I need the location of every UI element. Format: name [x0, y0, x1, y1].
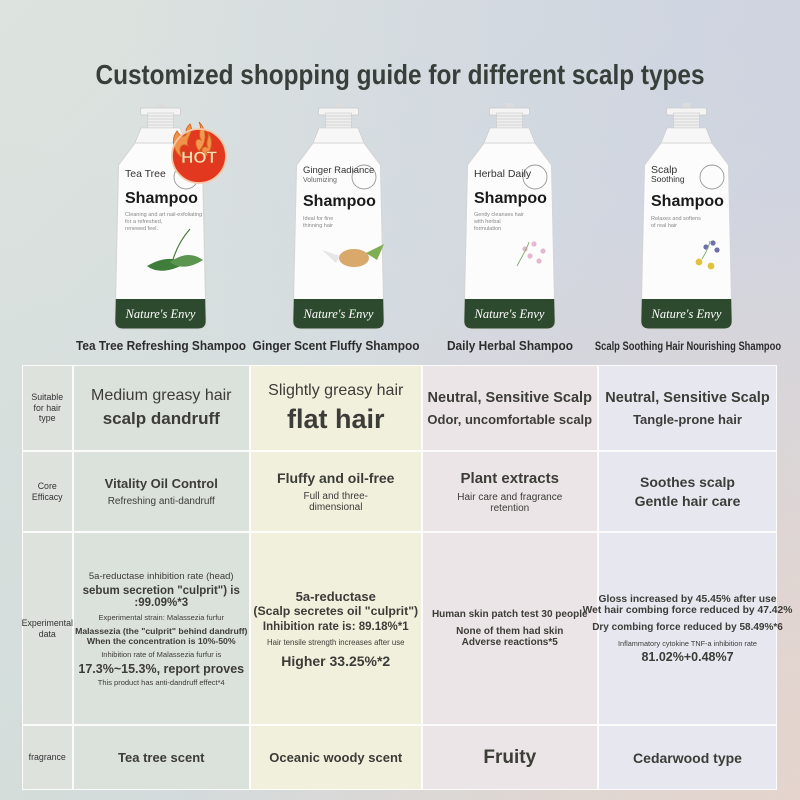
- svg-text:Ginger Radiance: Ginger Radiance: [303, 165, 374, 176]
- svg-text:Ideal for fine: Ideal for fine: [303, 216, 333, 222]
- svg-text:Soothing: Soothing: [651, 174, 685, 184]
- svg-text:Volumizing: Volumizing: [303, 177, 337, 184]
- svg-text:Shampoo: Shampoo: [303, 193, 376, 210]
- svg-text:formulation: formulation: [474, 226, 501, 232]
- svg-text:renewed feel.: renewed feel.: [125, 226, 158, 232]
- svg-text:Shampoo: Shampoo: [474, 190, 547, 207]
- svg-text:of real hair: of real hair: [651, 223, 677, 229]
- svg-text:thinning hair: thinning hair: [303, 223, 333, 229]
- svg-text:Gently cleanses hair: Gently cleanses hair: [474, 212, 524, 218]
- svg-text:for a refreshed,: for a refreshed,: [125, 219, 163, 225]
- svg-text:Nature's Envy: Nature's Envy: [303, 307, 374, 321]
- svg-text:Shampoo: Shampoo: [125, 190, 198, 207]
- svg-text:Nature's Envy: Nature's Envy: [474, 307, 545, 321]
- svg-text:Shampoo: Shampoo: [651, 193, 724, 210]
- svg-text:Relaxes and softens: Relaxes and softens: [651, 216, 701, 222]
- svg-text:Tea Tree: Tea Tree: [125, 168, 166, 180]
- svg-text:Nature's Envy: Nature's Envy: [651, 307, 722, 321]
- svg-text:Herbal Daily: Herbal Daily: [474, 168, 532, 180]
- svg-text:Cleaning and art nail-exfoliat: Cleaning and art nail-exfoliating: [125, 212, 202, 218]
- svg-text:HOT: HOT: [181, 148, 218, 167]
- svg-text:Nature's Envy: Nature's Envy: [125, 307, 196, 321]
- svg-text:with herbal: with herbal: [473, 219, 501, 225]
